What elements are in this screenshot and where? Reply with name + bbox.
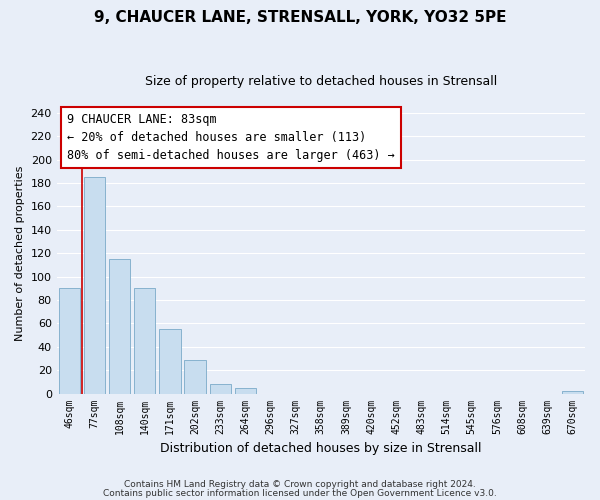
X-axis label: Distribution of detached houses by size in Strensall: Distribution of detached houses by size … [160, 442, 482, 455]
Title: Size of property relative to detached houses in Strensall: Size of property relative to detached ho… [145, 75, 497, 88]
Text: Contains HM Land Registry data © Crown copyright and database right 2024.: Contains HM Land Registry data © Crown c… [124, 480, 476, 489]
Bar [109, 259, 130, 394]
Bar [84, 177, 105, 394]
Text: Contains public sector information licensed under the Open Government Licence v3: Contains public sector information licen… [103, 488, 497, 498]
Bar [562, 391, 583, 394]
Text: 9 CHAUCER LANE: 83sqm
← 20% of detached houses are smaller (113)
80% of semi-det: 9 CHAUCER LANE: 83sqm ← 20% of detached … [67, 113, 395, 162]
Text: 9, CHAUCER LANE, STRENSALL, YORK, YO32 5PE: 9, CHAUCER LANE, STRENSALL, YORK, YO32 5… [94, 10, 506, 25]
Bar [184, 360, 206, 394]
Bar [59, 288, 80, 394]
Bar [134, 288, 155, 394]
Bar [159, 329, 181, 394]
Bar [235, 388, 256, 394]
Y-axis label: Number of detached properties: Number of detached properties [15, 166, 25, 341]
Bar [209, 384, 231, 394]
